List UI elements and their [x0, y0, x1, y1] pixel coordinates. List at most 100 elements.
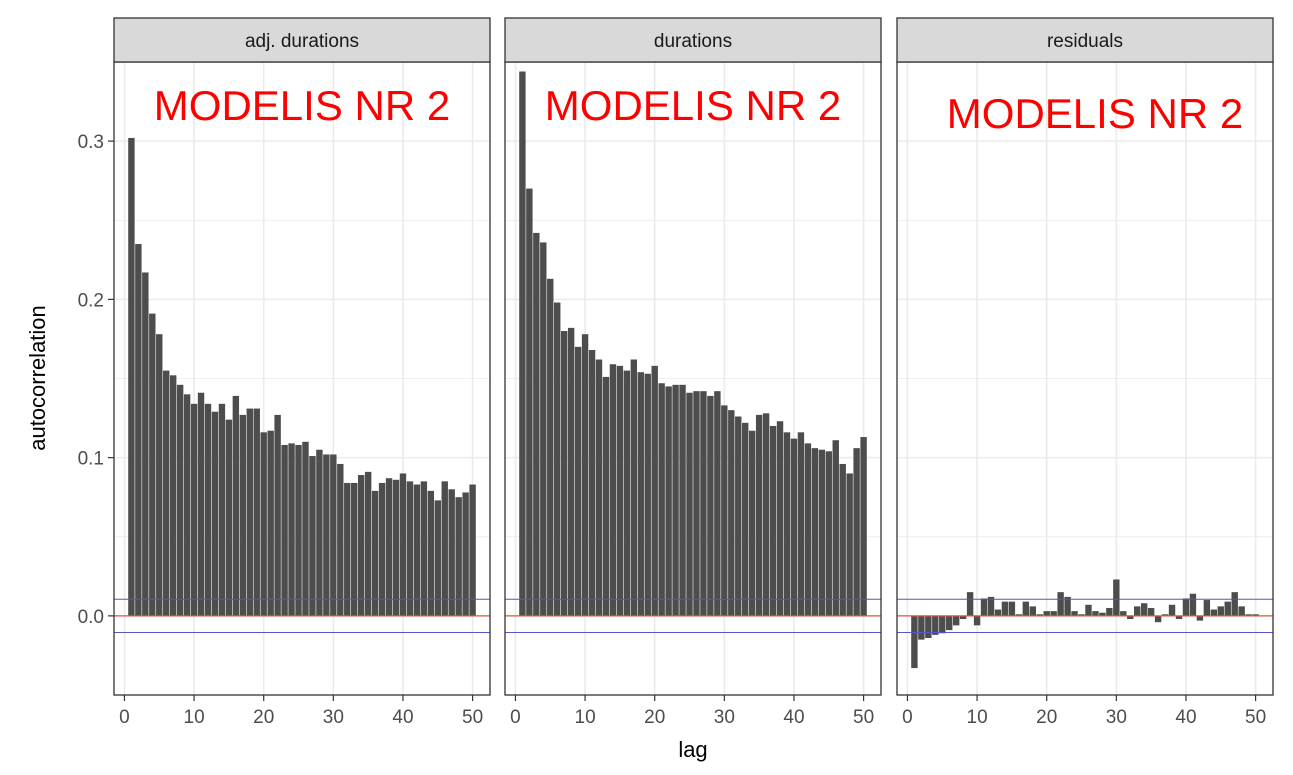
acf-bar [560, 331, 568, 616]
x-tick-label: 40 [783, 707, 804, 728]
x-tick-label: 40 [1175, 707, 1196, 728]
acf-bar [246, 408, 253, 616]
acf-bar [644, 373, 651, 616]
acf-bar [1078, 614, 1085, 616]
acf-bar [316, 449, 323, 616]
acf-bar [1238, 606, 1245, 616]
acf-bar [1085, 604, 1092, 616]
acf-bar [1050, 611, 1057, 616]
acf-bar [462, 492, 469, 616]
acf-bar [1154, 615, 1162, 623]
acf-bar [1203, 600, 1211, 616]
acf-bar [651, 365, 658, 616]
acf-bar [1029, 606, 1036, 616]
x-tick-label: 30 [714, 707, 735, 728]
acf-bar [966, 592, 974, 616]
acf-bar [987, 596, 995, 616]
acf-bar [658, 383, 665, 616]
acf-bar [288, 443, 295, 616]
acf-bar [637, 372, 644, 616]
acf-bar [302, 441, 309, 616]
acf-bar [1071, 611, 1078, 616]
acf-bar [1217, 606, 1224, 616]
y-tick-label: 0.1 [78, 449, 104, 470]
x-tick-label: 50 [1245, 707, 1266, 728]
acf-bar [448, 489, 455, 616]
acf-bar [846, 473, 853, 616]
acf-bar [309, 456, 316, 616]
x-tick-label: 0 [902, 707, 913, 728]
x-tick-label: 20 [1036, 707, 1057, 728]
acf-bar [1161, 614, 1169, 616]
x-tick-label: 0 [119, 707, 130, 728]
acf-bar [959, 615, 967, 620]
acf-bar [797, 432, 805, 616]
acf-bar [455, 497, 462, 616]
acf-bar [420, 481, 428, 616]
acf-bar [918, 615, 925, 640]
acf-bar [169, 375, 177, 616]
acf-bar [1064, 596, 1071, 616]
acf-bar [526, 188, 533, 616]
acf-bar [156, 334, 163, 616]
acf-bar [1134, 606, 1141, 616]
acf-bar [253, 408, 260, 616]
acf-bar [609, 364, 617, 616]
y-tick-label: 0.0 [78, 607, 104, 628]
x-tick-label: 30 [323, 707, 344, 728]
acf-bar [707, 395, 714, 616]
overlay-text: MODELIS NR 2 [545, 82, 841, 129]
acf-bar [853, 448, 860, 616]
acf-bar [1008, 601, 1016, 616]
acf-bar [1015, 614, 1023, 616]
acf-bar [602, 376, 610, 616]
acf-bar [623, 370, 631, 616]
acf-bar [427, 490, 435, 616]
acf-bar [721, 405, 728, 616]
acf-bar [818, 449, 826, 616]
acf-bar [630, 359, 638, 616]
acf-bar [679, 384, 686, 616]
acf-bar [1120, 611, 1127, 616]
acf-bar [1182, 598, 1190, 616]
x-tick-label: 10 [967, 707, 988, 728]
x-tick-label: 0 [510, 707, 521, 728]
acf-bar [1189, 593, 1197, 616]
x-tick-label: 20 [253, 707, 274, 728]
acf-bar [183, 394, 191, 616]
acf-bar [686, 392, 693, 616]
acf-bar [1106, 607, 1113, 616]
x-tick-label: 40 [392, 707, 413, 728]
acf-bar [769, 425, 777, 616]
acf-bar [1001, 601, 1009, 616]
x-tick-label: 10 [575, 707, 596, 728]
y-axis-title: autocorrelation [25, 305, 50, 451]
acf-bar [755, 414, 763, 616]
acf-bar [1210, 609, 1218, 616]
acf-bar [567, 327, 575, 616]
y-tick-label: 0.3 [78, 132, 104, 153]
acf-bar [588, 350, 596, 616]
x-tick-label: 20 [644, 707, 665, 728]
acf-bar [832, 440, 839, 616]
acf-bar [616, 365, 624, 616]
acf-bar [274, 414, 281, 616]
acf-bar [281, 444, 288, 616]
panel-2: durations MODELIS NR 2 0 10 20 30 40 50 [504, 17, 882, 728]
acf-bar [239, 414, 247, 616]
acf-bar [540, 242, 547, 616]
acf-bar [351, 482, 358, 616]
acf-bar [790, 438, 798, 616]
acf-bar [364, 471, 372, 616]
acf-bar [197, 392, 205, 616]
acf-bar [378, 482, 386, 616]
acf-bar [554, 302, 561, 616]
acf-bar [748, 430, 756, 616]
acf-bar [128, 137, 135, 616]
x-tick-label: 30 [1106, 707, 1127, 728]
x-tick-label: 50 [853, 707, 874, 728]
acf-bar [693, 391, 700, 616]
acf-bar [135, 243, 142, 616]
acf-bar [406, 481, 414, 616]
